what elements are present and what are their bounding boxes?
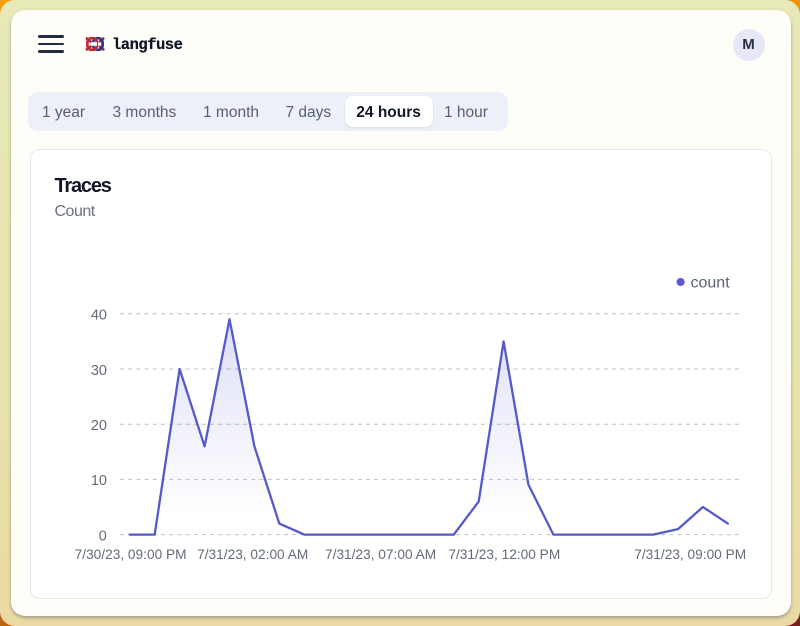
svg-text:7/31/23, 12:00 PM: 7/31/23, 12:00 PM	[448, 547, 560, 562]
svg-text:10: 10	[91, 473, 107, 489]
svg-text:40: 40	[91, 308, 107, 324]
svg-text:20: 20	[91, 418, 107, 434]
svg-text:7/30/23, 09:00 PM: 7/30/23, 09:00 PM	[75, 547, 187, 562]
svg-text:30: 30	[91, 363, 107, 379]
svg-text:count: count	[691, 274, 731, 291]
svg-text:0: 0	[99, 528, 107, 544]
svg-text:7/31/23, 02:00 AM: 7/31/23, 02:00 AM	[197, 547, 308, 562]
svg-text:7/31/23, 09:00 PM: 7/31/23, 09:00 PM	[634, 547, 746, 562]
svg-text:7/31/23, 07:00 AM: 7/31/23, 07:00 AM	[325, 547, 436, 562]
